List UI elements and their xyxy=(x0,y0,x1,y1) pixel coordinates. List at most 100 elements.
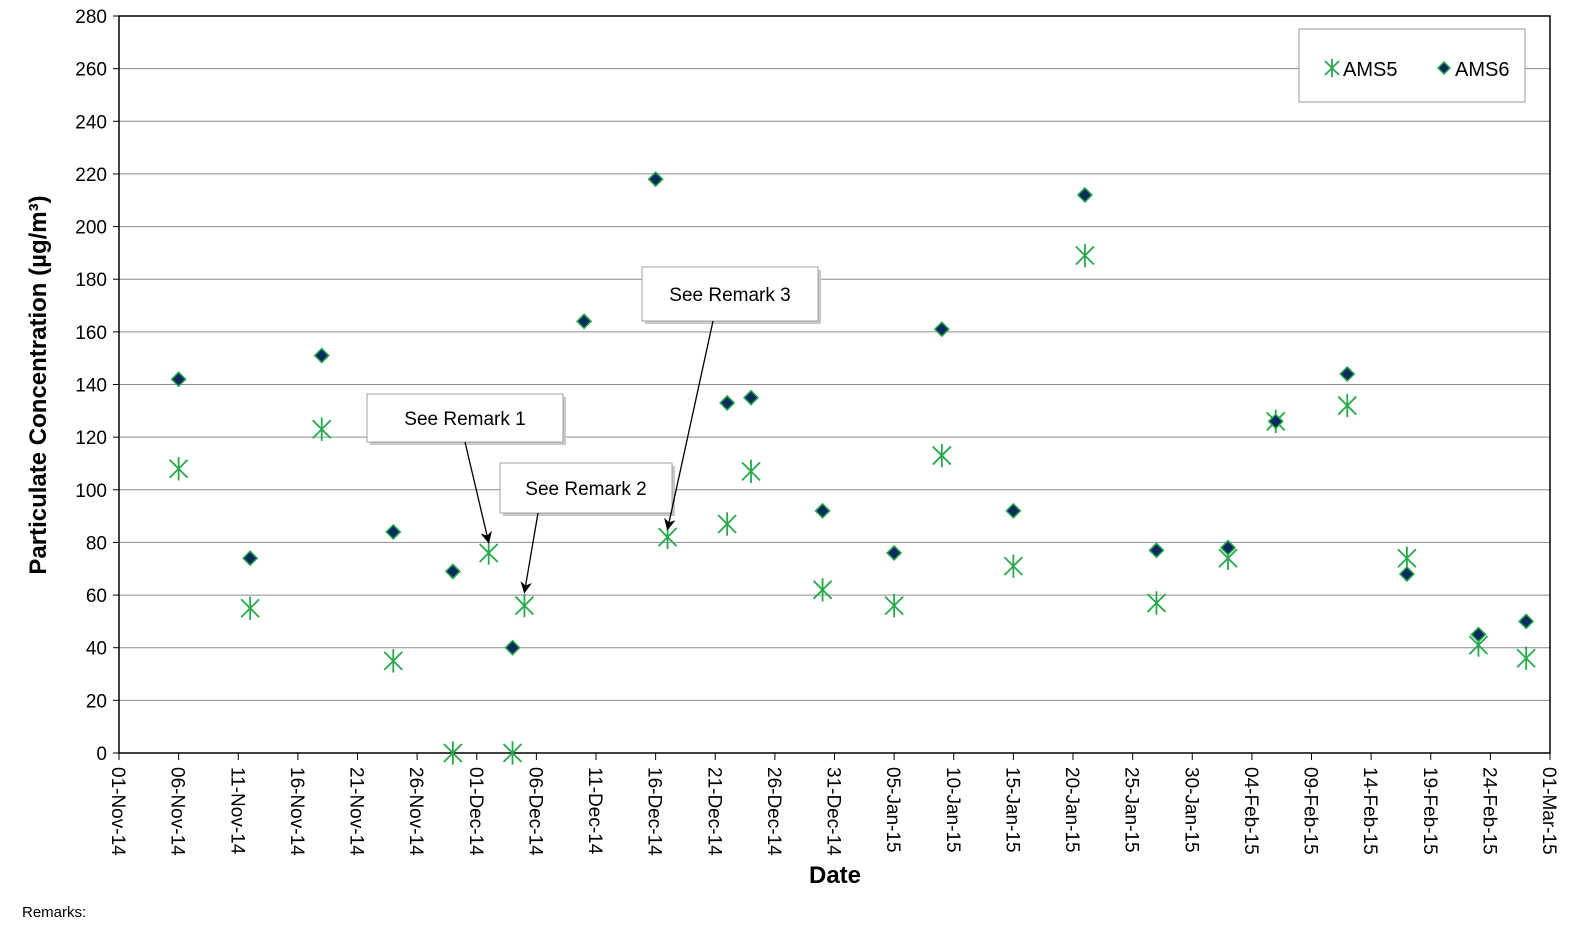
point-ams6 xyxy=(444,563,461,580)
callout-box xyxy=(641,266,819,322)
point-ams6 xyxy=(576,313,593,330)
y-axis-tick-labels: 0 20 40 60 80 100 120 140 160 180 200 220 240 260 280 xyxy=(75,7,107,765)
x-tick-label: 26-Nov-14 xyxy=(405,767,426,856)
point-ams6 xyxy=(1398,565,1415,583)
x-tick-label: 21-Nov-14 xyxy=(346,767,367,856)
legend-marker-ams5 xyxy=(1324,58,1340,78)
callout-arrow xyxy=(520,512,539,594)
x-tick-label: 15-Jan-15 xyxy=(1001,767,1022,853)
callout-2: See Remark 2 xyxy=(499,462,675,594)
point-ams6 xyxy=(742,389,760,406)
x-tick-label: 21-Dec-14 xyxy=(703,767,724,856)
point-ams5 xyxy=(741,459,761,484)
point-ams5 xyxy=(1003,554,1024,578)
point-ams5 xyxy=(240,596,260,620)
x-tick-label: 26-Dec-14 xyxy=(763,767,784,856)
point-ams6 xyxy=(504,639,521,656)
y-tick-label: 120 xyxy=(75,428,107,449)
point-ams5 xyxy=(884,593,904,618)
y-tick-label: 100 xyxy=(75,481,107,502)
x-tick-label: 10-Jan-15 xyxy=(942,767,963,853)
point-ams5 xyxy=(443,741,463,765)
point-ams6 xyxy=(1518,613,1535,630)
y-axis-title: Particulate Concentration (µg/m³) xyxy=(25,195,52,574)
y-tick-label: 200 xyxy=(75,218,107,239)
callout-box xyxy=(366,393,564,443)
point-ams5 xyxy=(168,457,189,481)
point-ams5 xyxy=(1075,243,1095,268)
point-ams6 xyxy=(814,502,831,519)
point-ams6 xyxy=(1267,413,1284,430)
legend: AMS5 AMS6 xyxy=(1298,28,1526,103)
point-ams6 xyxy=(719,394,736,411)
x-tick-label: 01-Nov-14 xyxy=(107,767,128,856)
x-tick-label: 01-Dec-14 xyxy=(465,767,486,856)
y-tick-label: 180 xyxy=(75,270,107,291)
x-tick-label: 06-Nov-14 xyxy=(167,767,188,856)
x-tick-label: 25-Jan-15 xyxy=(1121,767,1142,853)
point-ams5 xyxy=(717,512,737,536)
point-ams5 xyxy=(1146,591,1167,615)
point-ams5 xyxy=(514,593,535,618)
x-tick-label: 30-Jan-15 xyxy=(1180,767,1201,853)
x-tick-label: 14-Feb-15 xyxy=(1359,767,1380,855)
annotations: See Remark 1 See Remark 2 See Remark 3 xyxy=(366,266,821,594)
callout-box xyxy=(499,462,673,514)
point-ams5 xyxy=(383,649,403,673)
remarks-label: Remarks: xyxy=(22,904,87,921)
point-ams6 xyxy=(1076,186,1093,204)
callout-1: See Remark 1 xyxy=(366,393,566,544)
plot-area-border xyxy=(118,15,1551,754)
point-ams6 xyxy=(1470,626,1487,643)
x-tick-label: 01-Mar-15 xyxy=(1538,767,1559,855)
point-ams6 xyxy=(1148,542,1165,559)
point-ams6 xyxy=(933,321,950,338)
legend-marker-ams6 xyxy=(1436,60,1452,76)
point-ams6 xyxy=(1339,365,1356,383)
x-tick-label: 24-Feb-15 xyxy=(1478,767,1499,855)
point-ams5 xyxy=(479,541,499,565)
callout-arrow xyxy=(664,320,714,531)
x-tick-label: 19-Feb-15 xyxy=(1419,767,1440,855)
y-tick-label: 20 xyxy=(86,691,107,712)
callout-3: See Remark 3 xyxy=(641,266,821,531)
y-tick-label: 80 xyxy=(86,533,107,554)
y-tick-label: 160 xyxy=(75,323,107,344)
y-tick-label: 40 xyxy=(86,639,107,660)
x-tick-label: 20-Jan-15 xyxy=(1061,767,1082,853)
x-tick-label: 11-Nov-14 xyxy=(226,767,247,855)
data-points xyxy=(168,171,1536,765)
x-tick-label: 09-Feb-15 xyxy=(1300,767,1321,855)
callout-arrow xyxy=(464,441,492,544)
x-tick-label: 16-Nov-14 xyxy=(286,767,307,856)
y-tick-label: 60 xyxy=(86,586,107,607)
x-tick-label: 16-Dec-14 xyxy=(644,767,665,856)
point-ams5 xyxy=(1337,393,1357,418)
point-ams5 xyxy=(312,417,332,441)
y-tick-label: 280 xyxy=(75,7,107,28)
x-tick-label: 31-Dec-14 xyxy=(823,767,844,856)
y-tick-label: 140 xyxy=(75,376,107,397)
y-tick-label: 260 xyxy=(75,60,107,81)
point-ams6 xyxy=(1219,539,1237,556)
x-axis-tick-labels: 01-Nov-14 06-Nov-14 11-Nov-14 16-Nov-14 21-N… xyxy=(107,767,1559,856)
point-ams6 xyxy=(242,550,259,567)
x-tick-label: 04-Feb-15 xyxy=(1240,767,1261,855)
x-tick-label: 05-Jan-15 xyxy=(882,767,903,853)
point-ams5 xyxy=(1516,646,1536,670)
gridlines xyxy=(113,15,1550,754)
point-ams5 xyxy=(932,443,952,468)
legend-label-ams6: AMS6 xyxy=(1455,59,1509,81)
x-tick-label: 06-Dec-14 xyxy=(524,767,545,856)
legend-box xyxy=(1298,28,1526,103)
point-ams6 xyxy=(385,523,402,540)
point-ams5 xyxy=(812,578,833,602)
legend-label-ams5: AMS5 xyxy=(1343,59,1397,81)
point-ams6 xyxy=(1005,502,1022,519)
point-ams6 xyxy=(170,371,187,388)
point-ams6 xyxy=(313,347,330,364)
point-ams5 xyxy=(502,741,523,765)
y-tick-label: 0 xyxy=(96,744,107,765)
x-tick-label: 11-Dec-14 xyxy=(584,767,605,855)
